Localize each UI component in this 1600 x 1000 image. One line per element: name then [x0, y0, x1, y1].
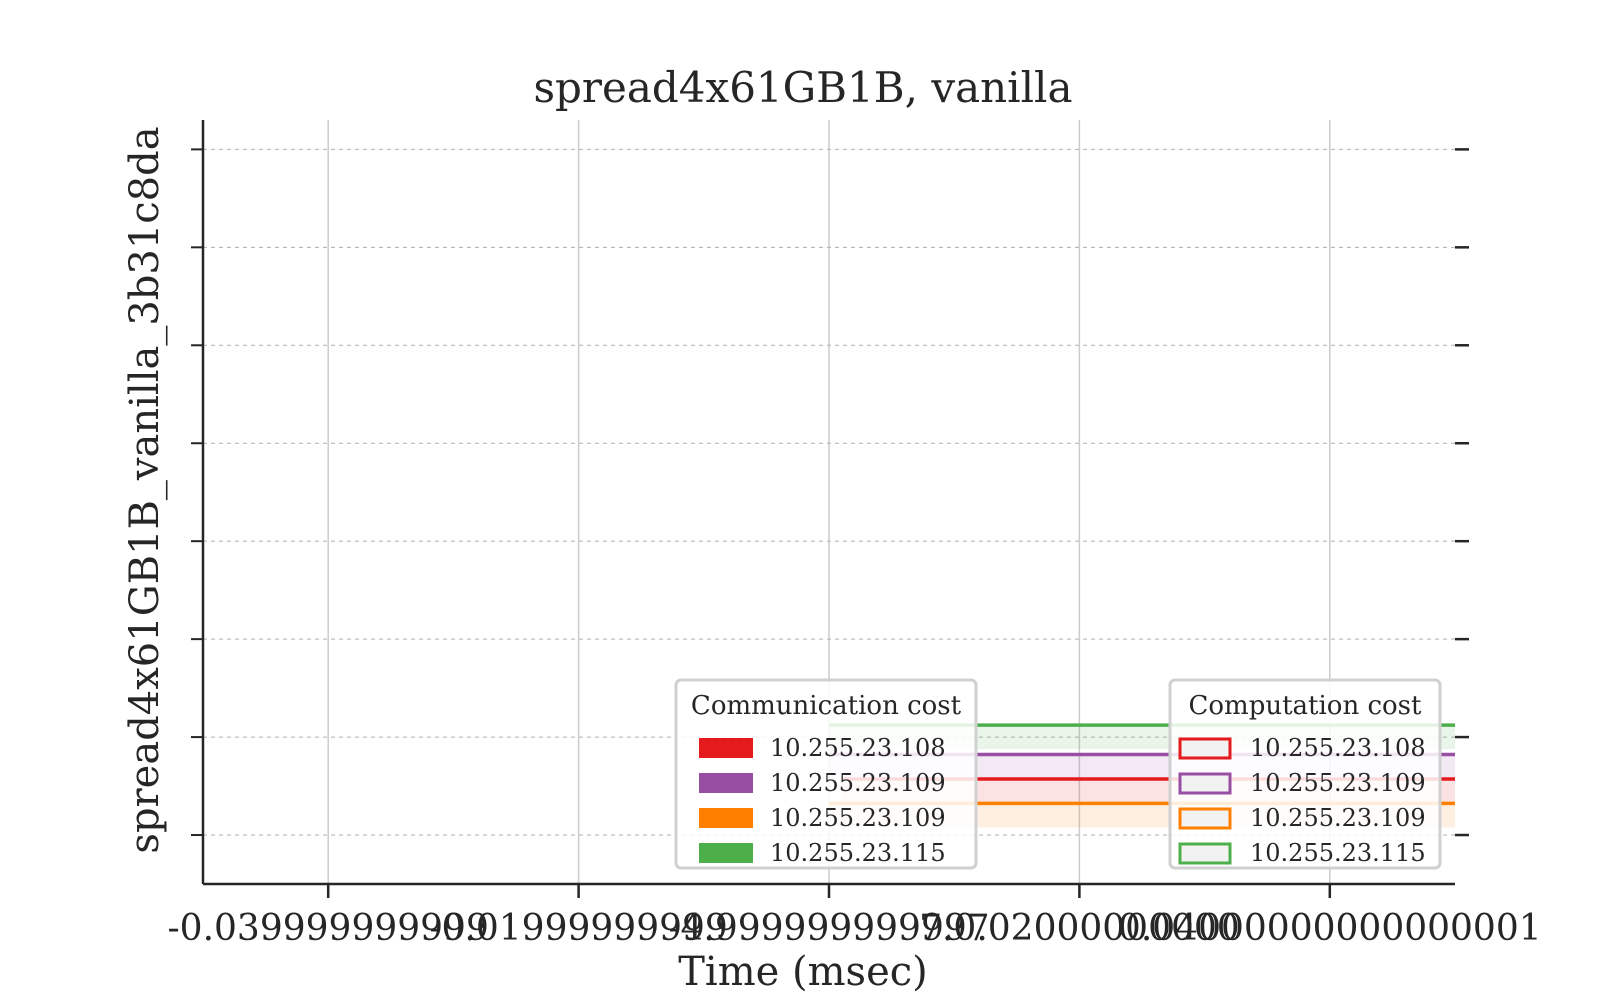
legends: Communication cost 10.255.23.108 10.255.23…	[674, 678, 1442, 870]
legend-communication: Communication cost 10.255.23.108 10.255.23…	[674, 678, 978, 870]
legend-swatch	[699, 738, 753, 758]
legend-entry-label: 10.255.23.109	[1250, 804, 1426, 832]
legend-entry-label: 10.255.23.109	[770, 804, 946, 832]
legend-swatch	[1178, 772, 1232, 795]
chart-title: spread4x61GB1B, vanilla	[533, 63, 1072, 112]
x-tick-label: 7.0.02000000000	[919, 908, 1240, 949]
legend-swatch	[1178, 737, 1232, 760]
legend-entry-label: 10.255.23.109	[770, 769, 946, 797]
legend-frame	[1168, 678, 1442, 870]
legend-swatch	[1178, 807, 1232, 830]
legend-swatch	[699, 843, 753, 863]
legend-entry-label: 10.255.23.115	[770, 839, 946, 867]
legend-entry-label: 10.255.23.109	[1250, 769, 1426, 797]
x-tick-label: -4.999999999997	[668, 908, 989, 949]
legend-swatch	[1178, 842, 1232, 865]
legend-swatch	[699, 808, 753, 828]
legend-computation: Computation cost 10.255.23.108 10.255.23.1…	[1168, 678, 1442, 870]
x-tick-label: 0.04000000000000001	[1118, 908, 1542, 949]
legend-entry-label: 10.255.23.115	[1250, 839, 1426, 867]
x-tick-label: -0.039999999999	[168, 908, 489, 949]
x-axis-label: Time (msec)	[678, 949, 928, 995]
y-axis-label: spread4x61GB1B_vanilla_3b31c8da	[122, 126, 168, 853]
x-tick-label: -0.01999999999	[429, 908, 727, 949]
legend-entry-label: 10.255.23.108	[770, 734, 946, 762]
legend-title: Computation cost	[1189, 691, 1423, 721]
legend-swatch	[699, 773, 753, 793]
legend-entry-label: 10.255.23.108	[1250, 734, 1426, 762]
legend-title: Communication cost	[691, 691, 962, 721]
